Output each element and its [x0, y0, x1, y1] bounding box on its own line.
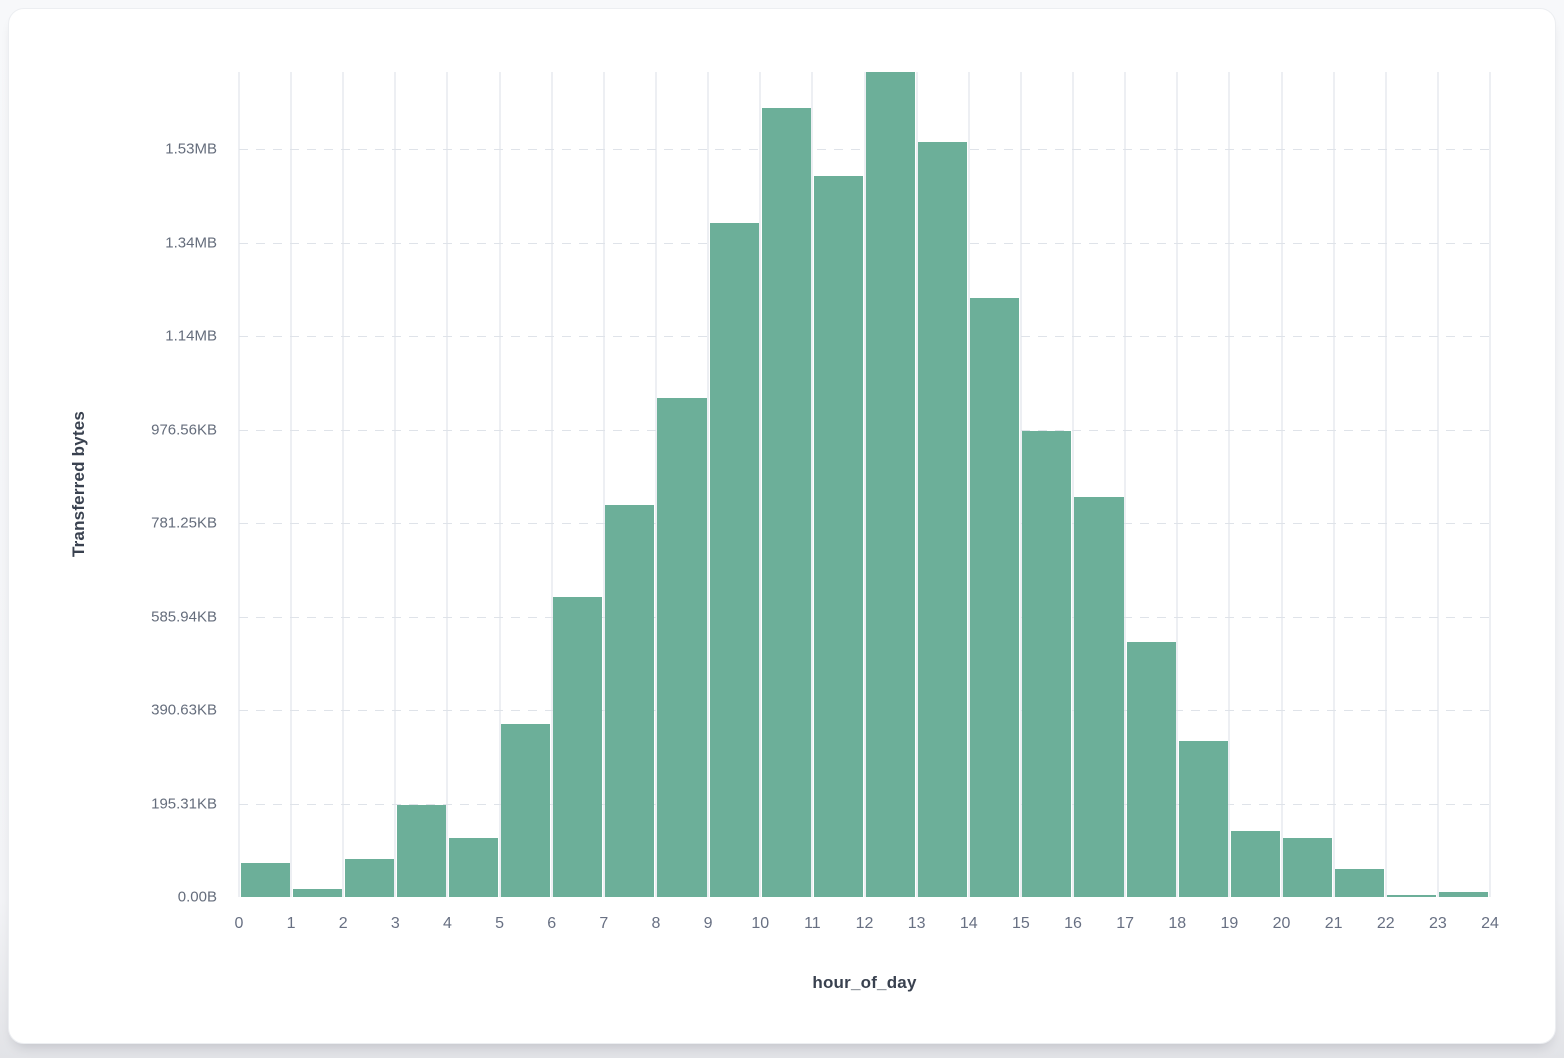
x-tick-label: 15 [1011, 915, 1030, 932]
x-tick-label: 23 [1428, 915, 1447, 932]
horizontal-gridline [239, 149, 1490, 151]
x-tick-label: 5 [495, 915, 505, 932]
histogram-plot-area: 0.00B 195.31KB 390.63KB 585.94KB 781.25KB 976… [151, 72, 1499, 932]
x-tick-label: 22 [1376, 915, 1395, 932]
vertical-gridline [290, 72, 293, 897]
x-tick-label: 4 [443, 915, 452, 932]
y-tick-label: 0.00B [177, 888, 217, 906]
y-tick-label: 1.14MB [165, 327, 217, 345]
histogram-bar[interactable] [344, 859, 394, 897]
vertical-gridline [550, 72, 553, 897]
x-tick-label: 20 [1272, 915, 1291, 932]
histogram-bar[interactable] [553, 596, 603, 897]
x-tick-label: 0 [234, 915, 244, 932]
x-tick-label: 1 [286, 915, 296, 932]
histogram-bar[interactable] [1387, 895, 1437, 897]
vertical-gridline [238, 72, 240, 897]
histogram-bar[interactable] [605, 505, 655, 897]
vertical-gridline [1280, 72, 1283, 897]
vertical-gridline [1489, 72, 1491, 897]
histogram-bar[interactable] [657, 398, 707, 897]
horizontal-gridline [239, 429, 1490, 431]
histogram-bar[interactable] [1022, 430, 1072, 897]
histogram-bar[interactable] [866, 72, 916, 897]
y-tick-label: 976.56KB [151, 421, 217, 439]
vertical-gridline [915, 72, 918, 897]
vertical-gridline [394, 72, 397, 897]
vertical-gridline [759, 72, 762, 897]
x-tick-label: 17 [1116, 915, 1135, 932]
histogram-bar[interactable] [761, 108, 811, 897]
vertical-gridline [1436, 72, 1439, 897]
y-tick-label: 195.31KB [151, 795, 217, 813]
histogram-bar[interactable] [1126, 641, 1176, 897]
horizontal-gridline [239, 710, 1490, 712]
histogram-bar[interactable] [501, 724, 551, 897]
histogram-bar[interactable] [1178, 740, 1228, 897]
histogram-bar[interactable] [813, 176, 863, 897]
x-tick-label: 14 [959, 915, 978, 932]
vertical-gridline [1332, 72, 1335, 897]
y-tick-label: 1.34MB [165, 234, 217, 252]
horizontal-gridline [239, 803, 1490, 805]
x-tick-label: 18 [1168, 915, 1187, 932]
x-tick-label: 10 [751, 915, 770, 932]
chart-card: 0.00B 195.31KB 390.63KB 585.94KB 781.25KB 976… [8, 8, 1556, 1044]
y-tick-label: 781.25KB [151, 514, 217, 532]
x-tick-label: 19 [1220, 915, 1239, 932]
y-tick-label: 1.53MB [165, 140, 217, 158]
y-tick-label: 585.94KB [151, 608, 217, 626]
vertical-gridline [602, 72, 605, 897]
x-axis-title: hour_of_day [812, 973, 917, 992]
histogram-bar[interactable] [240, 862, 290, 897]
x-tick-label: 21 [1324, 915, 1343, 932]
x-tick-label: 13 [907, 915, 926, 932]
vertical-gridline [1019, 72, 1022, 897]
x-tick-label: 6 [547, 915, 557, 932]
histogram-bar[interactable] [1335, 868, 1385, 897]
x-tick-label: 2 [338, 915, 348, 932]
horizontal-gridline [239, 616, 1490, 618]
x-tick-label: 8 [651, 915, 661, 932]
vertical-gridline [654, 72, 657, 897]
histogram-bar[interactable] [1074, 496, 1124, 897]
histogram-bar[interactable] [448, 838, 499, 897]
histogram-bar[interactable] [1283, 838, 1333, 897]
vertical-gridline [1071, 72, 1074, 897]
x-tick-label: 3 [390, 915, 400, 932]
histogram-bar[interactable] [918, 142, 968, 897]
histogram-bar[interactable] [396, 804, 446, 897]
histogram-bar[interactable] [970, 298, 1020, 897]
x-tick-label: 16 [1064, 915, 1082, 932]
horizontal-gridline [239, 242, 1490, 244]
histogram-bar[interactable] [1439, 891, 1489, 897]
histogram-bar[interactable] [709, 222, 759, 897]
vertical-gridline [863, 72, 866, 897]
vertical-gridline [342, 72, 345, 897]
vertical-gridline [1176, 72, 1179, 897]
histogram-bar[interactable] [1230, 831, 1280, 897]
vertical-gridline [1384, 72, 1387, 897]
histogram-bar[interactable] [292, 889, 342, 897]
horizontal-gridline [239, 336, 1490, 338]
x-tick-label: 9 [703, 915, 713, 932]
horizontal-gridline [239, 523, 1490, 525]
vertical-gridline [707, 72, 710, 897]
vertical-gridline [498, 72, 501, 897]
vertical-gridline [1124, 72, 1127, 897]
vertical-gridline [446, 72, 449, 897]
vertical-gridline [967, 72, 970, 897]
x-tick-label: 24 [1481, 915, 1499, 932]
x-tick-label: 11 [804, 915, 821, 932]
vertical-gridline [1228, 72, 1231, 897]
x-tick-label: 7 [599, 915, 609, 932]
vertical-gridline [811, 72, 814, 897]
x-tick-label: 12 [855, 915, 874, 932]
y-tick-label: 390.63KB [151, 701, 217, 719]
